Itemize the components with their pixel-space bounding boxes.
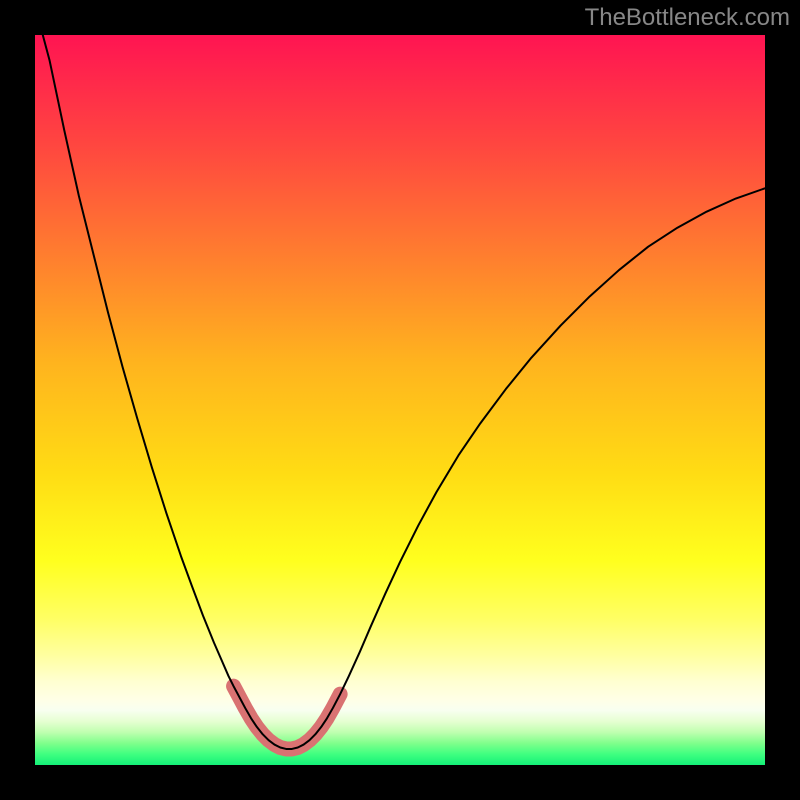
watermark-text: TheBottleneck.com	[585, 4, 790, 32]
plot-area	[35, 35, 765, 765]
gradient-background	[35, 35, 765, 765]
chart-outer-frame: TheBottleneck.com	[0, 0, 800, 800]
chart-svg	[35, 35, 765, 765]
